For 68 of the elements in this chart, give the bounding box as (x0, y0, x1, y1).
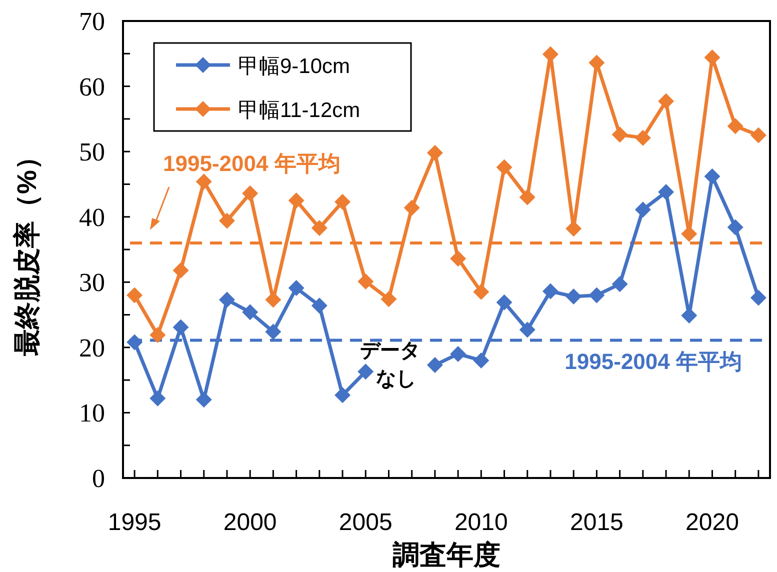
point (496, 159, 512, 176)
point (473, 352, 490, 368)
x-tick-label: 2000 (223, 509, 277, 536)
point (727, 118, 744, 134)
point (172, 262, 189, 278)
point (588, 287, 605, 304)
point (612, 276, 628, 292)
y-tick-label: 10 (79, 398, 105, 428)
point (519, 189, 536, 206)
point (473, 284, 490, 300)
point (612, 126, 628, 143)
point (150, 327, 166, 344)
point (218, 212, 235, 229)
y-tick-label: 60 (79, 72, 105, 102)
point (172, 319, 189, 336)
point (426, 144, 443, 161)
point (542, 283, 558, 300)
x-tick-label: 2020 (686, 509, 739, 536)
y-tick-label: 40 (79, 202, 105, 232)
point (634, 130, 651, 146)
point (519, 322, 536, 338)
y-tick-label: 30 (79, 268, 105, 298)
point (727, 219, 744, 236)
y-tick-label: 70 (79, 7, 105, 36)
y-tick-label: 20 (79, 333, 105, 362)
point (311, 220, 328, 236)
point (196, 392, 212, 408)
x-tick-label: 2005 (338, 509, 392, 536)
point (334, 387, 351, 404)
point (750, 290, 766, 306)
point (750, 127, 766, 144)
y-axis-title: 最終脱皮率（%） (12, 142, 42, 358)
point (450, 346, 466, 362)
x-tick-label: 2010 (454, 509, 508, 536)
legend-label: 甲幅9-10cm (238, 55, 350, 78)
point (126, 334, 143, 350)
point (404, 200, 420, 216)
x-tick-label: 2015 (570, 509, 624, 536)
point (358, 273, 374, 290)
point (311, 298, 328, 314)
point (496, 294, 512, 310)
point (634, 202, 651, 218)
point (704, 168, 720, 184)
point (218, 292, 235, 308)
point (242, 185, 258, 202)
point (150, 390, 166, 406)
ref-line-label: 1995-2004 年平均 (163, 150, 340, 176)
point (288, 192, 304, 209)
point (126, 287, 143, 304)
point (334, 194, 351, 210)
legend-label: 甲幅11-12cm (238, 99, 360, 122)
point (658, 93, 674, 110)
point (288, 280, 304, 296)
point (196, 174, 212, 190)
x-axis-title: 調査年度 (392, 540, 500, 570)
point (265, 324, 282, 340)
point (358, 364, 374, 380)
point (658, 184, 674, 200)
point (242, 304, 258, 320)
y-tick-label: 50 (79, 138, 105, 167)
annotation: データなし (360, 340, 420, 390)
point (450, 250, 466, 267)
point (380, 291, 397, 308)
ref-line-label: 1995-2004 年平均 (564, 349, 742, 374)
point (566, 288, 582, 305)
point (426, 357, 443, 374)
x-tick-label: 1995 (108, 509, 162, 536)
y-tick-label: 0 (92, 464, 105, 493)
